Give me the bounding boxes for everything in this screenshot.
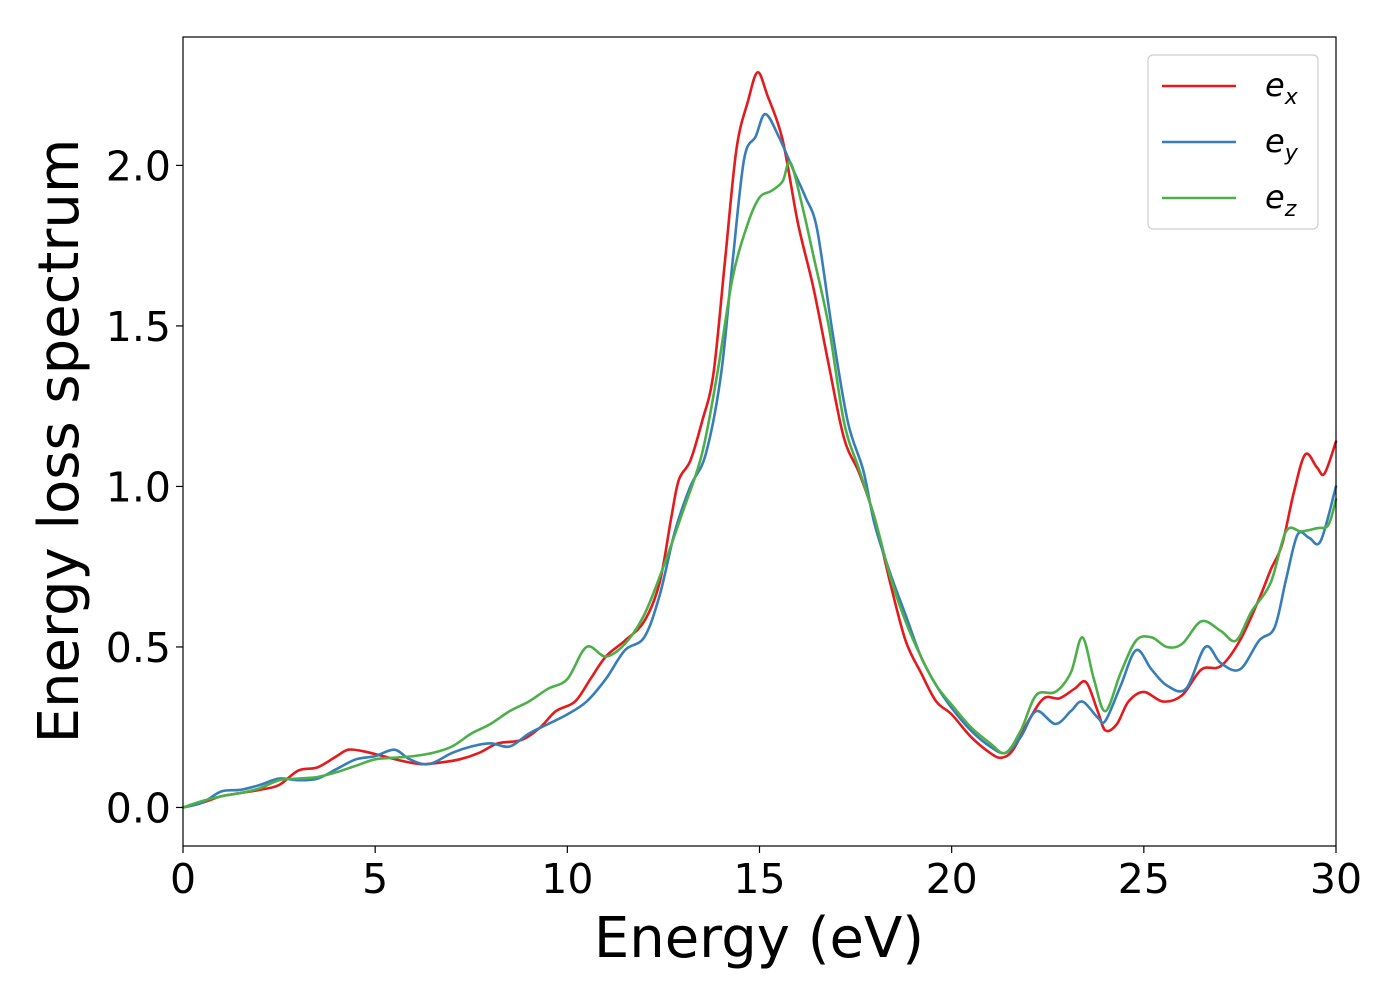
legend-label-ey: ey <box>1265 122 1299 166</box>
series-lines <box>181 71 1338 809</box>
legend-label-ez: ez <box>1265 178 1297 222</box>
x-tick-label: 30 <box>1310 855 1362 903</box>
y-tick-label: 1.0 <box>106 463 171 511</box>
y-tick-label: 0.0 <box>106 784 171 832</box>
x-tick-label: 5 <box>362 855 388 903</box>
legend: ex ey ez <box>1147 54 1319 230</box>
series-line-ez <box>181 160 1338 809</box>
x-tick-label: 10 <box>541 855 593 903</box>
x-axis-title: Energy (eV) <box>594 906 924 971</box>
x-tick-label: 20 <box>926 855 978 903</box>
y-axis-title: Energy loss spectrum <box>27 139 92 744</box>
y-tick-label: 2.0 <box>106 142 171 190</box>
y-tick-label: 1.5 <box>106 303 171 351</box>
x-tick-label: 15 <box>733 855 785 903</box>
legend-label-ex: ex <box>1265 66 1299 110</box>
x-axis-ticks: 0 5 10 15 20 25 30 <box>170 846 1362 903</box>
y-axis-ticks: 0.0 0.5 1.0 1.5 2.0 <box>106 142 183 832</box>
x-tick-label: 0 <box>170 855 196 903</box>
y-tick-label: 0.5 <box>106 624 171 672</box>
x-tick-label: 25 <box>1118 855 1170 903</box>
series-line-ey <box>181 112 1338 809</box>
